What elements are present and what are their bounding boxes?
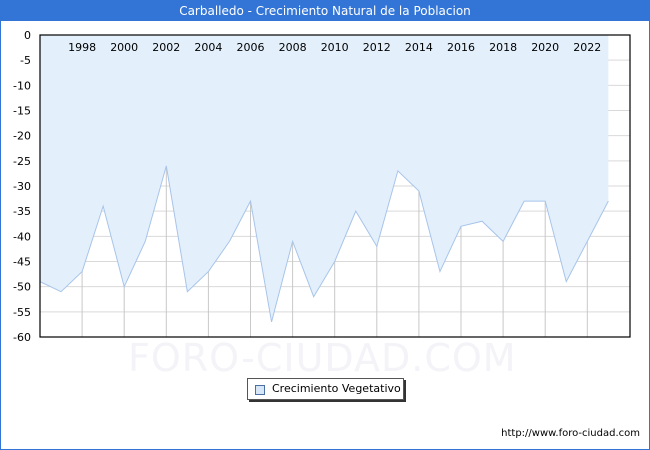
y-tick-label: -15 (13, 105, 31, 118)
x-axis-labels: 1998 2000 2002 2004 2006 2008 2010 2012 2014 2016… (68, 41, 601, 54)
y-tick-label: -55 (13, 306, 31, 319)
x-tick-label: 2018 (489, 41, 517, 54)
x-tick-label: 2006 (237, 41, 265, 54)
y-tick-label: -25 (13, 155, 31, 168)
legend: Crecimiento Vegetativo (247, 378, 404, 400)
y-tick-label: -50 (13, 281, 31, 294)
y-tick-label: 0 (24, 29, 31, 42)
x-tick-label: 2000 (110, 41, 138, 54)
data-area (40, 35, 609, 322)
x-tick-label: 2002 (152, 41, 180, 54)
y-tick-label: -40 (13, 230, 31, 243)
data-line (39, 165, 609, 323)
watermark: FORO-CIUDAD.COM (128, 336, 517, 380)
x-tick-label: 2010 (321, 41, 349, 54)
chart-title: Carballedo - Crecimiento Natural de la P… (0, 0, 650, 21)
x-tick-label: 2022 (573, 41, 601, 54)
y-tick-label: -35 (13, 205, 31, 218)
x-tick-label: 2014 (405, 41, 433, 54)
x-tick-label: 2004 (194, 41, 222, 54)
legend-label: Crecimiento Vegetativo (272, 382, 401, 395)
plot-border (39, 34, 631, 338)
y-axis-labels: 0 -5 -10 -15 -20 -25 -30 -35 -40 -45 -50 -55 -60 (13, 29, 31, 344)
x-tick-label: 2012 (363, 41, 391, 54)
y-tick-label: -60 (13, 331, 31, 344)
y-tick-label: -45 (13, 256, 31, 269)
legend-swatch-icon (255, 385, 265, 395)
x-tick-label: 2016 (447, 41, 475, 54)
y-tick-label: -20 (13, 130, 31, 143)
x-tick-label: 2020 (531, 41, 559, 54)
y-tick-label: -30 (13, 180, 31, 193)
y-tick-label: -5 (20, 54, 31, 67)
footer-url[interactable]: http://www.foro-ciudad.com (501, 428, 640, 439)
x-tick-label: 1998 (68, 41, 96, 54)
y-tick-label: -10 (13, 79, 31, 92)
x-tick-label: 2008 (279, 41, 307, 54)
